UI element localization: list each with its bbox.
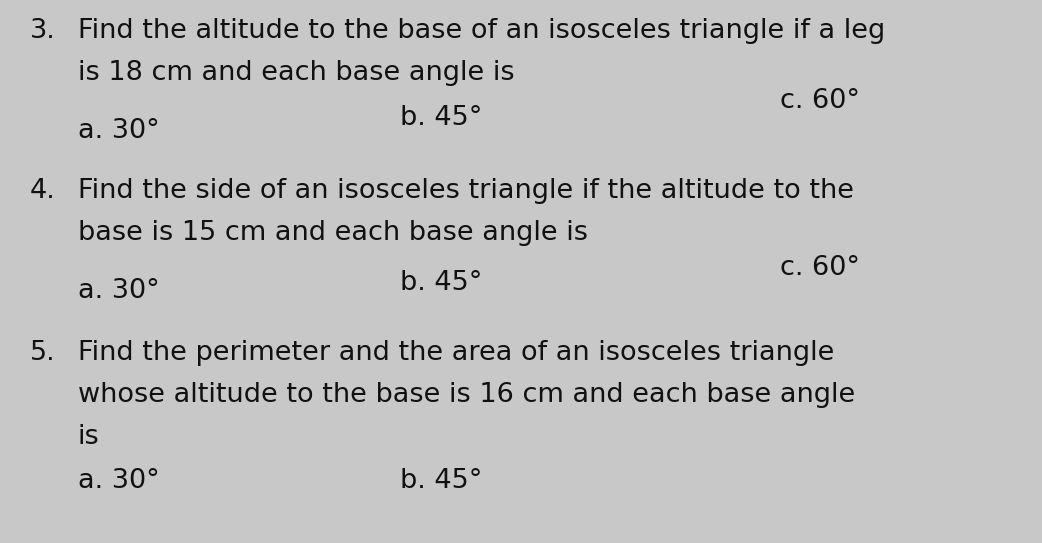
- Text: c. 60°: c. 60°: [780, 255, 860, 281]
- Text: is: is: [78, 424, 100, 450]
- Text: b. 45°: b. 45°: [400, 270, 482, 296]
- Text: is 18 cm and each base angle is: is 18 cm and each base angle is: [78, 60, 515, 86]
- Text: a. 30°: a. 30°: [78, 468, 159, 494]
- Text: b. 45°: b. 45°: [400, 468, 482, 494]
- Text: whose altitude to the base is 16 cm and each base angle: whose altitude to the base is 16 cm and …: [78, 382, 855, 408]
- Text: 5.: 5.: [30, 340, 55, 366]
- Text: Find the perimeter and the area of an isosceles triangle: Find the perimeter and the area of an is…: [78, 340, 835, 366]
- Text: b. 45°: b. 45°: [400, 105, 482, 131]
- Text: Find the altitude to the base of an isosceles triangle if a leg: Find the altitude to the base of an isos…: [78, 18, 886, 44]
- Text: a. 30°: a. 30°: [78, 278, 159, 304]
- Text: c. 60°: c. 60°: [780, 88, 860, 114]
- Text: 4.: 4.: [30, 178, 56, 204]
- Text: base is 15 cm and each base angle is: base is 15 cm and each base angle is: [78, 220, 588, 246]
- Text: 3.: 3.: [30, 18, 56, 44]
- Text: a. 30°: a. 30°: [78, 118, 159, 144]
- Text: Find the side of an isosceles triangle if the altitude to the: Find the side of an isosceles triangle i…: [78, 178, 854, 204]
